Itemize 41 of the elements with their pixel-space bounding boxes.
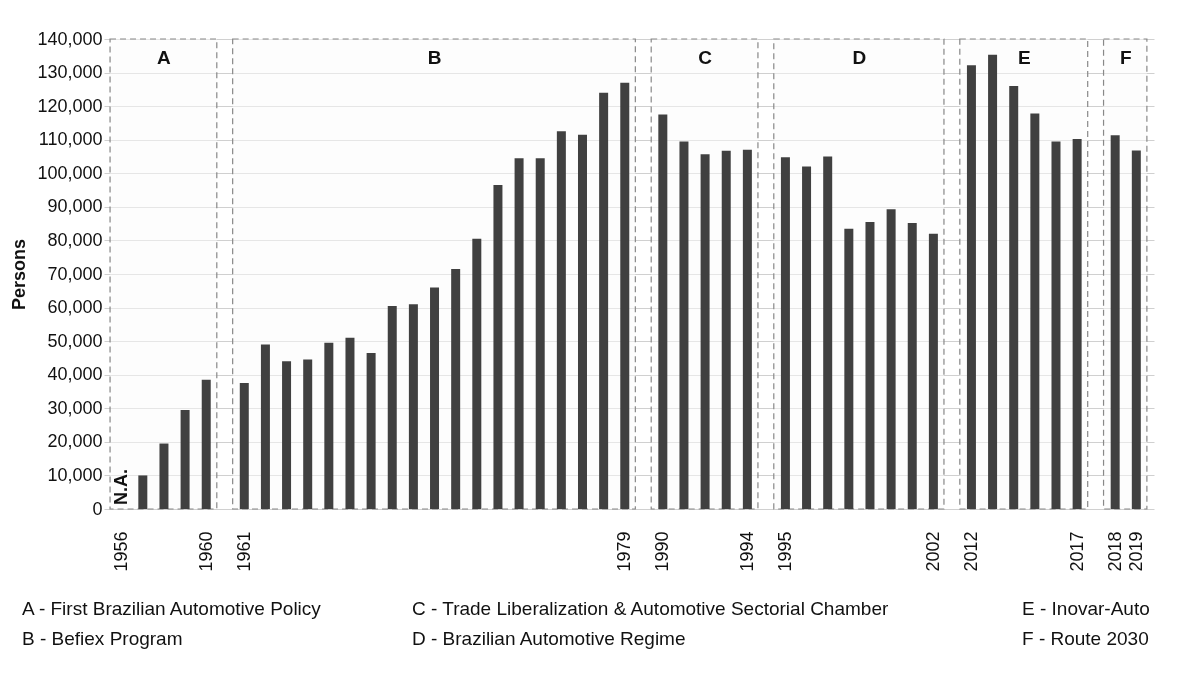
x-tick-label: 2018 — [1104, 531, 1125, 572]
text: C - Trade Liberalization & Automotive Sectorial Chamber — [412, 598, 890, 620]
annotation: N.A. — [110, 469, 131, 505]
y-tick-label: 20,000 — [47, 431, 103, 452]
band-label: B — [427, 47, 442, 68]
y-tick-label: 30,000 — [47, 397, 103, 418]
text: F - Route 2030 — [1022, 628, 1150, 650]
y-tick-label: 120,000 — [37, 95, 103, 116]
band-label: C — [698, 47, 713, 68]
y-tick-label: 50,000 — [47, 330, 103, 351]
x-tick-label: 1990 — [652, 531, 673, 572]
y-tick-label: 110,000 — [38, 129, 103, 150]
x-tick-label: 2002 — [922, 531, 943, 572]
y-axis-title: Persons — [9, 238, 30, 311]
band-label: D — [852, 47, 867, 68]
y-tick-label: 140,000 — [37, 28, 103, 49]
text: B - Befiex Program — [22, 628, 184, 650]
text: D - Brazilian Automotive Regime — [412, 628, 687, 650]
y-tick-label: 80,000 — [47, 229, 103, 250]
y-tick-label: 60,000 — [47, 297, 103, 318]
y-tick-label: 90,000 — [47, 196, 103, 217]
x-tick-label: 1960 — [195, 531, 216, 572]
band-label: E — [1017, 47, 1031, 68]
band-label: F — [1119, 47, 1132, 68]
y-tick-label: 0 — [92, 498, 103, 519]
y-tick-label: 70,000 — [47, 263, 103, 284]
text: E - Inovar-Auto — [1022, 598, 1151, 620]
text: A - First Brazilian Automotive Policy — [22, 598, 322, 620]
y-tick-label: 100,000 — [37, 162, 103, 183]
x-tick-label: 2017 — [1066, 531, 1087, 572]
y-tick-label: 130,000 — [37, 62, 103, 83]
x-tick-label: 1995 — [774, 531, 795, 572]
x-tick-label: 1994 — [736, 531, 757, 572]
y-tick-label: 10,000 — [47, 464, 103, 485]
y-tick-label: 40,000 — [47, 364, 103, 385]
x-tick-label: 2012 — [960, 531, 981, 572]
x-tick-label: 2019 — [1125, 531, 1146, 572]
x-tick-label: 1979 — [614, 531, 635, 572]
x-tick-label: 1961 — [233, 531, 254, 572]
band-label: A — [157, 47, 172, 68]
x-tick-label: 1956 — [111, 531, 132, 572]
